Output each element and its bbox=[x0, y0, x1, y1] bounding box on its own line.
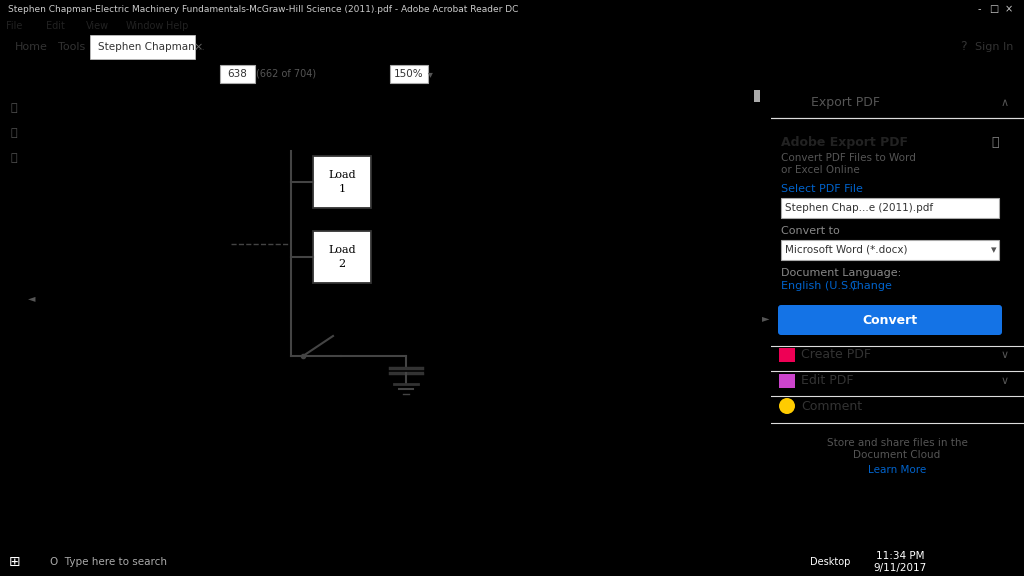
Text: 1.  Alexander, Charles K., and Matthew N. O. Sadiku:: 1. Alexander, Charles K., and Matthew N.… bbox=[121, 529, 423, 539]
Text: (662 of 704): (662 of 704) bbox=[256, 69, 316, 79]
Text: Adobe Export PDF: Adobe Export PDF bbox=[781, 136, 908, 149]
Text: Export PDF: Export PDF bbox=[811, 97, 880, 109]
Text: Edit PDF: Edit PDF bbox=[801, 374, 853, 388]
Text: Wye connected: Wye connected bbox=[496, 358, 587, 370]
Text: FIGURE PA–4: FIGURE PA–4 bbox=[121, 396, 215, 409]
Text: Wye connected: Wye connected bbox=[381, 241, 472, 253]
Text: ∧: ∧ bbox=[1001, 98, 1009, 108]
Bar bbox=[313, 156, 371, 208]
Text: Learn More: Learn More bbox=[868, 465, 926, 475]
Text: Home: Home bbox=[15, 42, 48, 52]
Bar bbox=[779, 374, 795, 388]
Text: $Z_\phi$ = 5$\angle$−90° Ω: $Z_\phi$ = 5$\angle$−90° Ω bbox=[496, 370, 591, 388]
Text: ⎘: ⎘ bbox=[10, 103, 17, 113]
Bar bbox=[390, 65, 428, 83]
Text: $Z_\phi$ =10$\angle$30° Ω: $Z_\phi$ =10$\angle$30° Ω bbox=[381, 180, 470, 198]
Text: Edit: Edit bbox=[46, 21, 65, 31]
Text: ►: ► bbox=[762, 313, 770, 323]
Text: Help: Help bbox=[166, 21, 188, 31]
Text: Desktop: Desktop bbox=[810, 557, 850, 567]
Text: (c)  What happened to the total current supplied by the power system when the: (c) What happened to the total current s… bbox=[146, 453, 623, 466]
Text: Stephen Chapman...: Stephen Chapman... bbox=[98, 42, 205, 52]
Text: ◄: ◄ bbox=[29, 293, 36, 303]
FancyBboxPatch shape bbox=[778, 305, 1002, 335]
Text: ?: ? bbox=[961, 40, 967, 54]
Text: Window: Window bbox=[126, 21, 165, 31]
Text: , McGraw-Hill,: , McGraw-Hill, bbox=[482, 529, 565, 539]
Text: Fundamentals of Electric Circuits: Fundamentals of Electric Circuits bbox=[344, 529, 534, 539]
Text: $V_T$ = 480 V: $V_T$ = 480 V bbox=[163, 236, 230, 252]
Text: Delta connected: Delta connected bbox=[381, 165, 478, 179]
Text: Create PDF: Create PDF bbox=[801, 348, 871, 362]
Bar bbox=[220, 65, 255, 83]
Text: 🔗: 🔗 bbox=[10, 153, 17, 163]
Bar bbox=[779, 348, 795, 362]
Text: English (U.S.): English (U.S.) bbox=[781, 281, 863, 291]
Text: View: View bbox=[86, 21, 110, 31]
Text: bank: bank bbox=[424, 373, 454, 385]
Text: Stephen Chapman-Electric Machinery Fundamentals-McGraw-Hill Science (2011).pdf -: Stephen Chapman-Electric Machinery Funda… bbox=[8, 5, 518, 13]
Text: Document Cloud: Document Cloud bbox=[853, 450, 941, 460]
Text: Change: Change bbox=[849, 281, 892, 291]
Text: Tools: Tools bbox=[58, 42, 85, 52]
Text: ⧉: ⧉ bbox=[991, 136, 998, 149]
Text: 1: 1 bbox=[339, 184, 345, 194]
Text: (: ( bbox=[654, 444, 670, 481]
Text: Load: Load bbox=[328, 170, 355, 180]
Text: 150%: 150% bbox=[394, 69, 424, 79]
Text: -: - bbox=[977, 4, 981, 14]
Text: 638: 638 bbox=[227, 69, 247, 79]
Text: Store and share files in the: Store and share files in the bbox=[826, 438, 968, 448]
Text: Convert PDF Files to Word: Convert PDF Files to Word bbox=[781, 153, 915, 163]
Text: ×: × bbox=[193, 42, 203, 52]
Text: 🔖: 🔖 bbox=[10, 128, 17, 138]
Text: Document Language:: Document Language: bbox=[781, 268, 901, 278]
Text: Capacitor: Capacitor bbox=[424, 359, 482, 373]
Text: ▾: ▾ bbox=[428, 69, 433, 79]
Text: ×: × bbox=[1005, 4, 1013, 14]
Text: 2: 2 bbox=[339, 259, 345, 269]
Text: ⊞: ⊞ bbox=[9, 555, 20, 569]
Text: or Excel Online: or Excel Online bbox=[781, 165, 860, 175]
Text: File: File bbox=[6, 21, 23, 31]
Text: Microsoft Word (*.docx): Microsoft Word (*.docx) bbox=[785, 245, 907, 255]
Bar bbox=[781, 240, 999, 260]
Text: The system in Problem A–6.: The system in Problem A–6. bbox=[121, 410, 287, 423]
Bar bbox=[781, 198, 999, 218]
Text: Load: Load bbox=[328, 245, 355, 255]
Text: ▾: ▾ bbox=[991, 245, 996, 255]
Bar bbox=[313, 231, 371, 283]
Bar bbox=[754, 90, 760, 102]
Circle shape bbox=[779, 398, 795, 414]
Text: Select PDF File: Select PDF File bbox=[781, 184, 863, 194]
Text: Comment: Comment bbox=[801, 400, 862, 412]
Text: O  Type here to search: O Type here to search bbox=[50, 557, 167, 567]
Text: REFERENCE: REFERENCE bbox=[121, 511, 229, 525]
Text: Convert to: Convert to bbox=[781, 226, 840, 236]
Text: 2000.: 2000. bbox=[139, 542, 171, 552]
Text: □: □ bbox=[989, 4, 998, 14]
Text: 9/11/2017: 9/11/2017 bbox=[873, 563, 927, 573]
Text: switch closed? Why?: switch closed? Why? bbox=[164, 467, 287, 480]
Text: (b)  Repeat part (a) with the switch closed.: (b) Repeat part (a) with the switch clos… bbox=[146, 438, 402, 451]
Text: $I_T$: $I_T$ bbox=[223, 286, 234, 301]
Text: 638   ELECTRIC MACHINERY FUNDAMENTALS: 638 ELECTRIC MACHINERY FUNDAMENTALS bbox=[121, 118, 453, 131]
Text: Convert: Convert bbox=[862, 313, 918, 327]
Text: ∨: ∨ bbox=[1001, 350, 1009, 360]
Text: $Z_\phi$ = 4$\angle$36.87° Ω: $Z_\phi$ = 4$\angle$36.87° Ω bbox=[381, 255, 484, 273]
Text: Sign In: Sign In bbox=[975, 42, 1014, 52]
Text: ∨: ∨ bbox=[1001, 376, 1009, 386]
Text: 11:34 PM: 11:34 PM bbox=[876, 551, 925, 561]
Text: Stephen Chap...e (2011).pdf: Stephen Chap...e (2011).pdf bbox=[785, 203, 933, 213]
FancyBboxPatch shape bbox=[90, 35, 195, 59]
